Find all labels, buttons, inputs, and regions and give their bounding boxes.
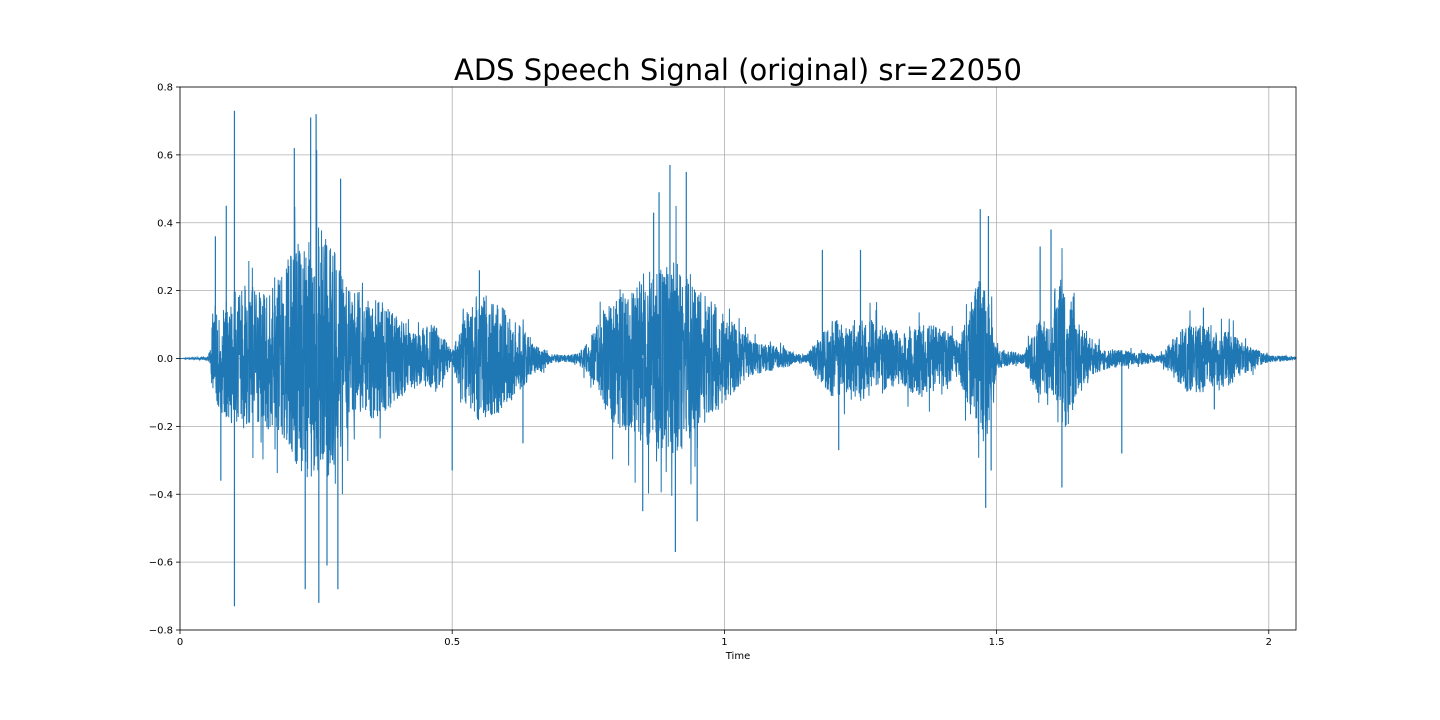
y-tick-label: −0.4 [149,490,173,501]
x-tick-label: 0.5 [444,637,460,648]
y-tick-label: −0.8 [149,626,173,637]
y-tick-label: 0.2 [157,286,173,297]
x-tick-label: 1 [721,637,727,648]
y-tick-label: −0.2 [149,422,173,433]
ticks: 0 0.5 1 1.5 2 −0.8 −0.6 −0.4 −0.2 0.0 0.2 0.4 0.6 0.8 [149,83,1272,649]
chart-title: ADS Speech Signal (original) sr=22050 [454,53,1022,87]
x-tick-label: 0 [177,637,183,648]
y-tick-label: 0.8 [157,83,173,94]
x-axis-label: Time [725,651,750,662]
x-tick-label: 2 [1266,637,1272,648]
y-tick-label: 0.4 [157,218,173,229]
waveform-line [179,149,1297,496]
x-tick-label: 1.5 [989,637,1005,648]
y-tick-label: −0.6 [149,558,173,569]
waveform-series [179,110,1297,607]
y-tick-label: 0.6 [157,150,173,161]
y-tick-label: 0.0 [157,354,173,365]
